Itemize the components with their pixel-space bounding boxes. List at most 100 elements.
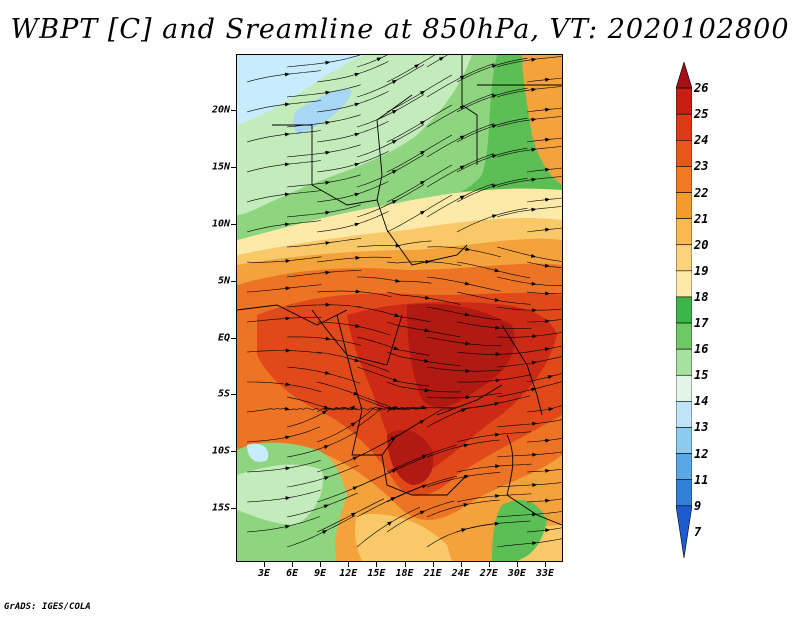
y-tick-label: 10S [211, 445, 230, 457]
colorbar-box [675, 374, 693, 402]
streamline [286, 84, 361, 98]
streamline [316, 442, 386, 473]
streamline [356, 240, 432, 248]
streamline [456, 87, 528, 113]
streamline-arrow [355, 324, 361, 328]
streamline [316, 256, 392, 263]
streamline-arrow [532, 421, 538, 426]
x-tick [348, 562, 350, 567]
streamline [246, 220, 321, 233]
streamline-arrow [545, 77, 551, 82]
x-tick-label: 15E [367, 568, 386, 579]
chart-title: WBPT [C] and Sreamline at 850hPa, VT: 20… [10, 14, 790, 45]
streamline [246, 70, 321, 83]
streamline [316, 61, 389, 83]
streamline-arrow [531, 117, 537, 122]
y-tick-label: 5N [217, 275, 230, 287]
streamline [426, 336, 502, 347]
wbpt-region [247, 443, 269, 462]
colorbar-box [675, 60, 693, 89]
streamline-arrow [545, 107, 551, 112]
map-panel [236, 54, 563, 562]
streamline-arrow [544, 263, 550, 268]
streamline [456, 431, 531, 443]
streamline [426, 523, 498, 548]
streamline-arrow [390, 436, 396, 441]
colorbar-label: 9 [694, 498, 702, 513]
streamline-arrow [285, 259, 291, 263]
y-tick [231, 167, 236, 168]
x-tick [516, 562, 518, 567]
streamline [286, 304, 362, 308]
streamline [246, 284, 322, 293]
streamline-arrow [421, 454, 428, 459]
streamline [496, 482, 562, 488]
streamline-arrow [461, 528, 467, 533]
streamline-arrow [285, 382, 291, 387]
streamline [496, 511, 562, 518]
streamline [386, 500, 455, 533]
country-border [436, 384, 503, 416]
streamline-arrow [393, 346, 399, 350]
streamline-arrow [284, 192, 290, 197]
streamline-arrow [387, 521, 393, 526]
y-tick [231, 281, 236, 282]
streamline [286, 492, 358, 518]
y-tick-label: 10N [211, 218, 230, 230]
streamline [386, 164, 453, 203]
colorbar-label: 21 [694, 211, 709, 226]
y-tick [231, 394, 236, 395]
streamline [456, 57, 528, 83]
streamline-arrow [391, 169, 398, 174]
streamline-arrow [461, 408, 467, 413]
streamline-arrow [459, 75, 466, 80]
streamline [246, 190, 321, 203]
streamline-arrow [491, 64, 498, 69]
streamline-arrow [491, 94, 498, 99]
colorbar-label: 15 [694, 368, 709, 383]
streamline [456, 374, 532, 383]
x-tick-label: 21E [423, 568, 442, 579]
colorbar-box [675, 322, 693, 350]
streamline-arrow [391, 79, 398, 84]
streamline [496, 306, 562, 311]
streamline [496, 538, 562, 548]
wbpt-region [237, 464, 323, 525]
country-border [237, 304, 348, 326]
streamline-arrow [532, 541, 538, 546]
colorbar-box [675, 270, 693, 298]
streamline-arrow [325, 150, 331, 155]
streamline [316, 290, 392, 298]
streamline [356, 406, 423, 428]
streamline [356, 366, 430, 387]
streamline [426, 366, 502, 372]
colorbar-box [675, 401, 693, 428]
streamline [286, 515, 355, 548]
streamline-arrow [494, 268, 500, 273]
streamline [246, 516, 320, 533]
streamline-arrow [494, 432, 500, 437]
streamline [426, 403, 498, 428]
y-tick [231, 110, 236, 111]
streamline [356, 94, 425, 128]
country-borders [237, 55, 562, 526]
streamline [356, 124, 425, 158]
streamline-arrow [532, 483, 538, 487]
streamline-arrow [284, 162, 290, 167]
colorbar-label: 24 [694, 133, 709, 148]
streamline [496, 356, 562, 368]
streamline [496, 176, 562, 188]
streamline [456, 207, 528, 233]
streamline-arrow [545, 137, 551, 142]
streamline [456, 351, 532, 355]
streamline-arrow [391, 199, 398, 204]
colorbar-label: 22 [694, 185, 709, 200]
streamline-arrow [325, 302, 331, 307]
streamline [246, 317, 322, 323]
streamline [356, 336, 430, 356]
colorbar-label: 11 [694, 472, 709, 487]
streamline-arrow [325, 336, 331, 341]
streamline [496, 86, 562, 98]
streamline [356, 484, 425, 518]
colorbar-box [675, 505, 693, 559]
